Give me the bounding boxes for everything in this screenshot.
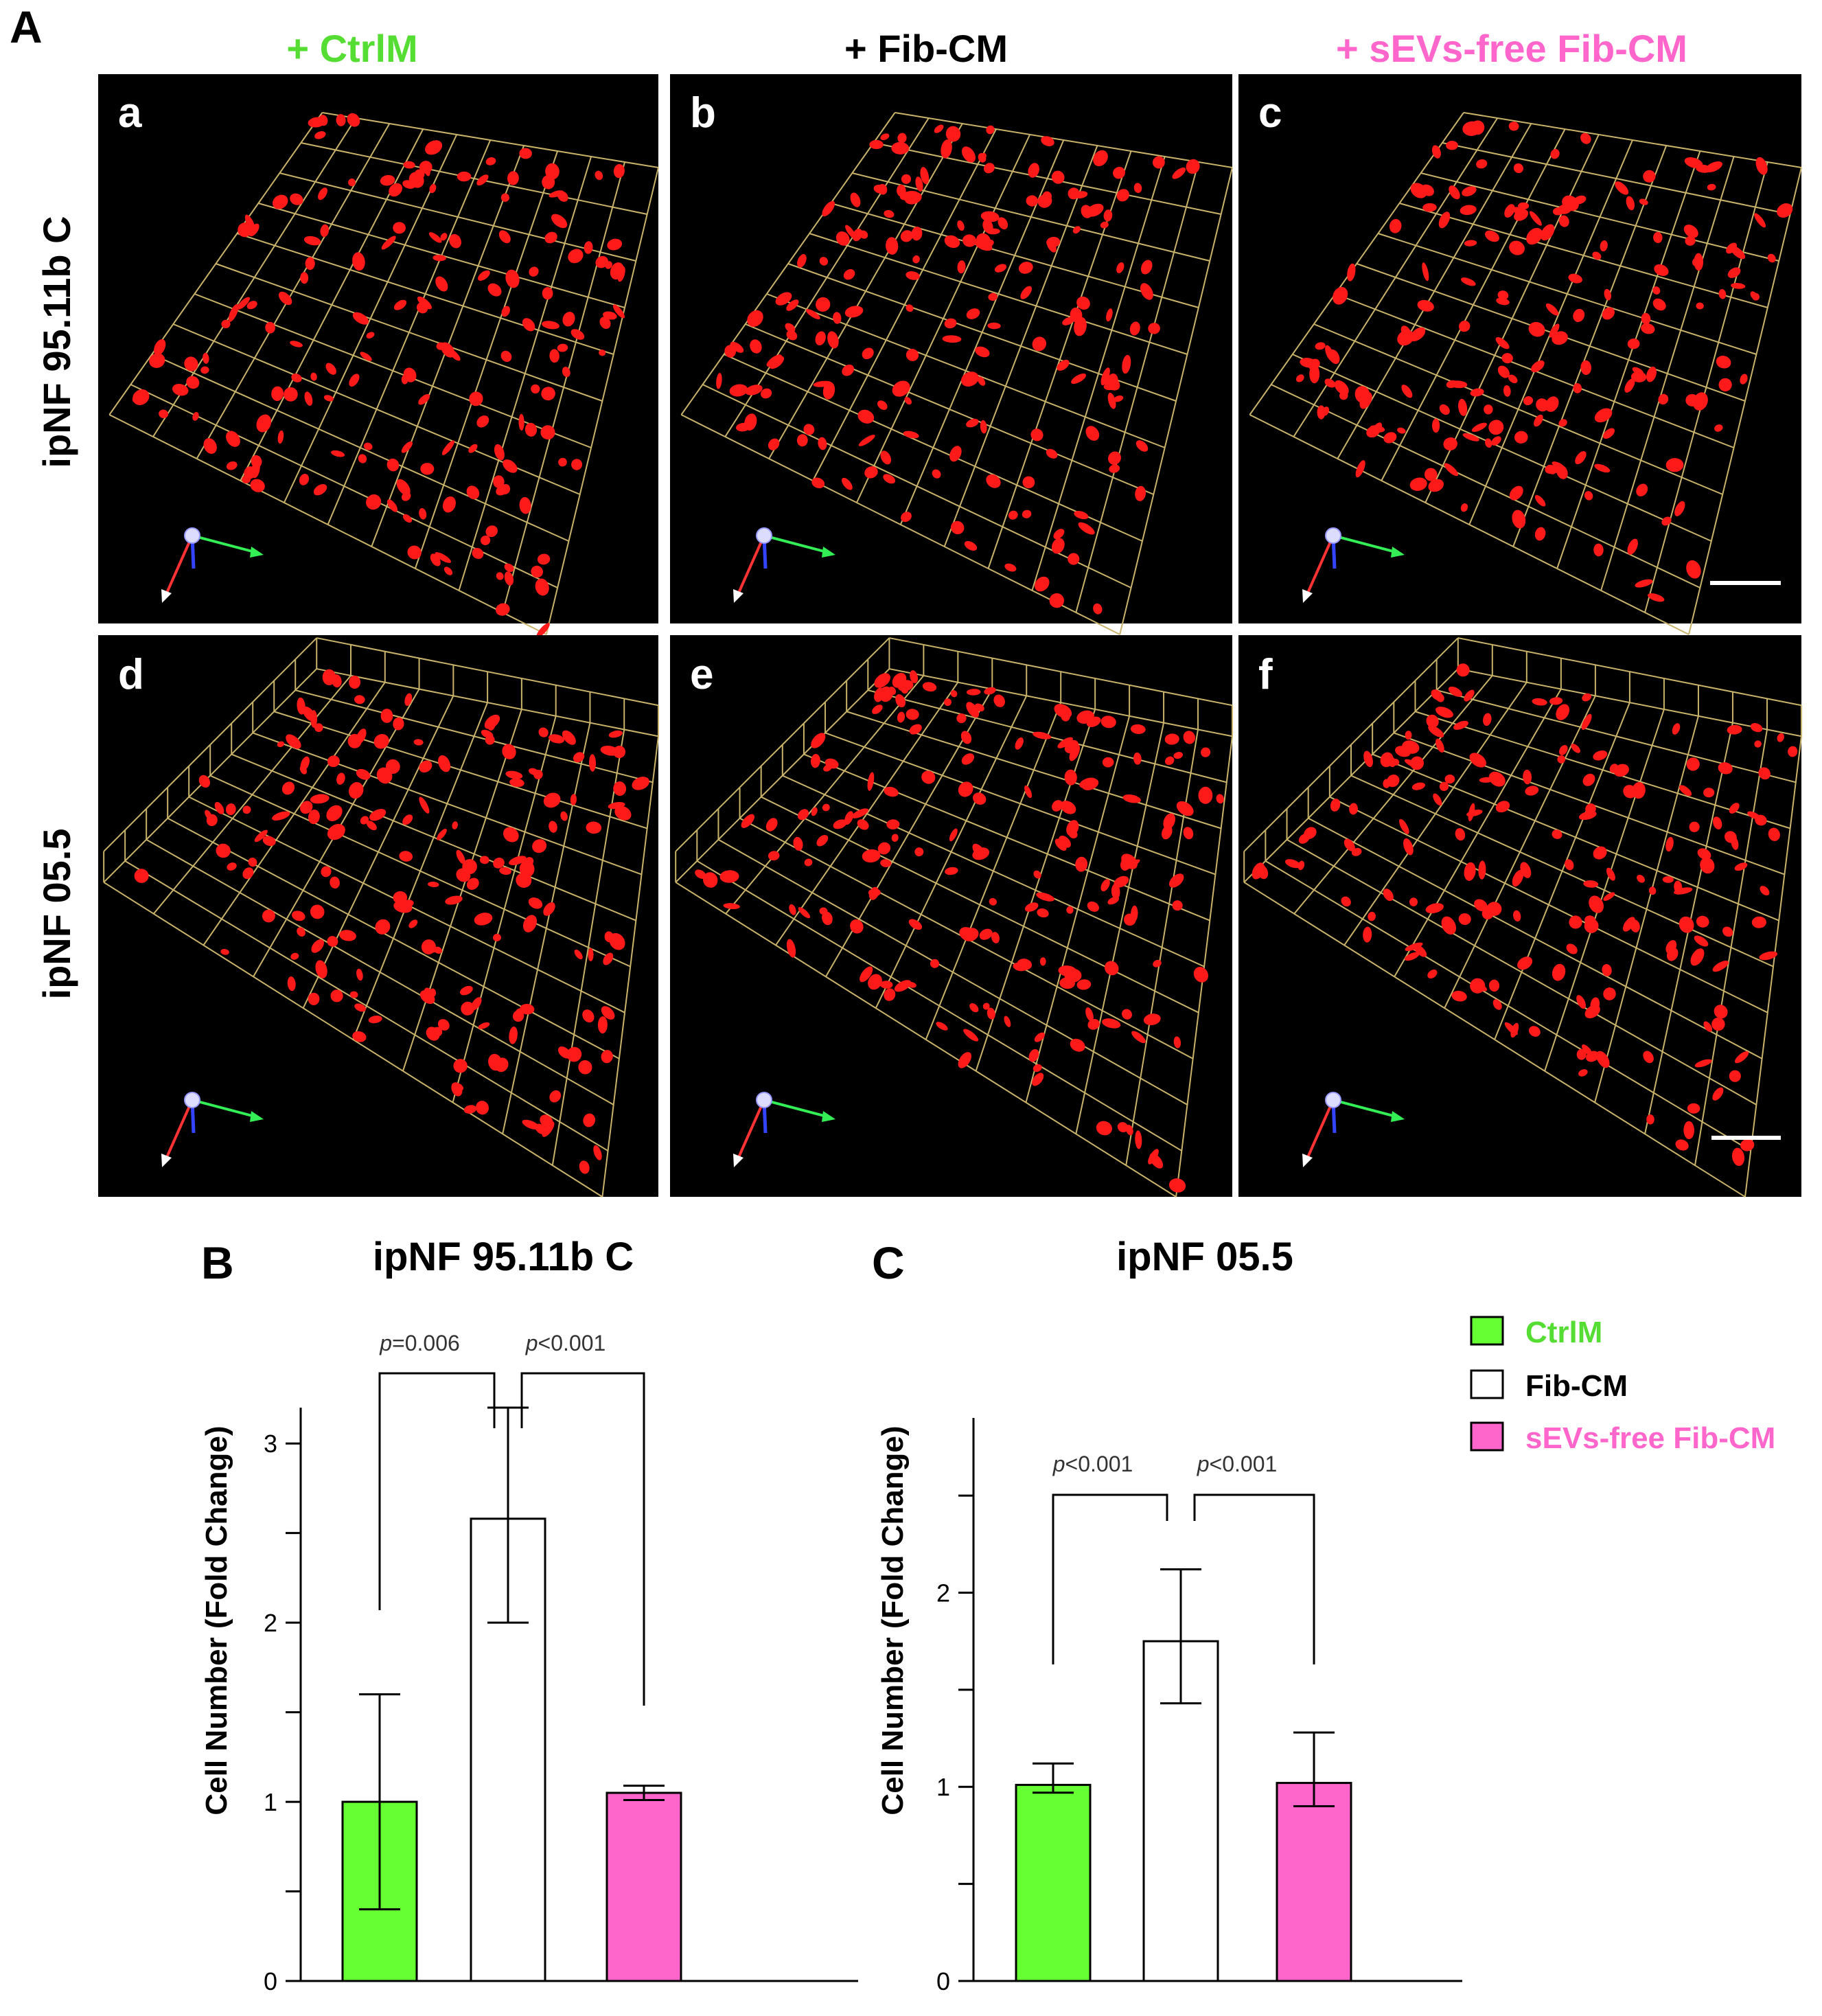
subpanel-label-a: a — [118, 89, 142, 137]
microscopy-panel-c: c — [1238, 74, 1802, 635]
axes-gizmo-icon — [161, 1092, 264, 1167]
legend-label-sevs-free: sEVs-free Fib-CM — [1525, 1421, 1775, 1455]
y-tick-label: 1 — [264, 1788, 277, 1816]
y-tick-label: 0 — [264, 1967, 277, 1995]
legend: CtrlM Fib-CM sEVs-free Fib-CM — [1470, 1316, 1775, 1455]
significance-bracket — [520, 1372, 645, 1706]
p-value-label: p<0.001 — [1052, 1452, 1133, 1476]
cell-cluster — [1295, 120, 1793, 602]
column-label-sevs-free: + sEVs-free Fib-CM — [1336, 27, 1687, 70]
subpanel-label-f: f — [1258, 651, 1273, 698]
row-label-95-11b: ipNF 95.11b C — [35, 216, 78, 468]
subpanel-label-c: c — [1258, 89, 1282, 137]
legend-swatch-sevs-free — [1470, 1421, 1504, 1452]
significance-bracket — [378, 1372, 496, 1610]
bar-chart-b: B ipNF 95.11b C Cell Number (Fold Change… — [200, 1235, 858, 1995]
column-label-ctrlm: + CtrlM — [286, 27, 417, 70]
chart-c-plot: 0 1 2 p<0.001 p<0.001 — [936, 1418, 1462, 1995]
y-tick-label: 3 — [264, 1430, 277, 1458]
y-tick-label: 1 — [936, 1773, 950, 1801]
panel-a-label: A — [10, 1, 43, 52]
column-label-fibcm: + Fib-CM — [844, 27, 1008, 70]
panel-c-label: C — [872, 1237, 905, 1288]
axes-gizmo-icon — [1302, 1092, 1405, 1167]
bar-sevs-free-fib-cm — [1276, 1782, 1352, 1982]
y-tick-label: 2 — [936, 1579, 950, 1607]
cell-cluster — [716, 124, 1200, 615]
microscopy-panel-f: f — [1238, 635, 1802, 1198]
legend-label-ctrlm: CtrlM — [1525, 1316, 1602, 1349]
subpanel-label-e: e — [690, 651, 713, 698]
p-value-label: p=0.006 — [379, 1331, 460, 1355]
p-value-label: p<0.001 — [1197, 1452, 1278, 1476]
cell-cluster — [132, 113, 625, 638]
subpanel-label-b: b — [690, 89, 716, 137]
y-tick-label: 0 — [936, 1967, 950, 1995]
axes-gizmo-icon — [1302, 527, 1405, 603]
chart-b-plot: 0 1 2 3 p=0.006 p<0.001 — [264, 1331, 858, 1995]
cell-cluster — [695, 670, 1224, 1193]
legend-swatch-fibcm — [1470, 1369, 1504, 1399]
chart-b-title: ipNF 95.11b C — [373, 1235, 634, 1279]
microscopy-panel-a: a — [98, 74, 659, 638]
axes-gizmo-icon — [733, 527, 835, 603]
microscopy-panel-d: d — [98, 635, 659, 1198]
p-value-label: p<0.001 — [525, 1331, 606, 1355]
bar-ctrlm — [1015, 1783, 1092, 1982]
bar-chart-c: C ipNF 05.5 Cell Number (Fold Change) 0 1… — [872, 1235, 1462, 1995]
row-label-05-5: ipNF 05.5 — [35, 829, 78, 1000]
significance-bracket — [1052, 1493, 1168, 1664]
subpanel-label-d: d — [118, 651, 144, 698]
cell-cluster — [1252, 663, 1798, 1167]
chart-c-ylabel: Cell Number (Fold Change) — [876, 1425, 910, 1815]
bar-sevs-free-fib-cm — [606, 1791, 682, 1982]
microscopy-panel-b: b — [670, 74, 1233, 635]
panel-b-label: B — [201, 1237, 234, 1288]
chart-b-ylabel: Cell Number (Fold Change) — [200, 1425, 233, 1815]
significance-bracket — [1193, 1493, 1315, 1664]
microscopy-panel-e: e — [670, 635, 1233, 1198]
axes-gizmo-icon — [161, 527, 264, 603]
legend-label-fibcm: Fib-CM — [1525, 1369, 1628, 1403]
axes-gizmo-icon — [733, 1092, 835, 1167]
grid-overlay — [675, 637, 1233, 1198]
legend-swatch-ctrlm — [1470, 1316, 1504, 1346]
cell-cluster — [134, 669, 649, 1174]
chart-c-title: ipNF 05.5 — [1116, 1235, 1293, 1279]
y-tick-label: 2 — [264, 1609, 277, 1637]
